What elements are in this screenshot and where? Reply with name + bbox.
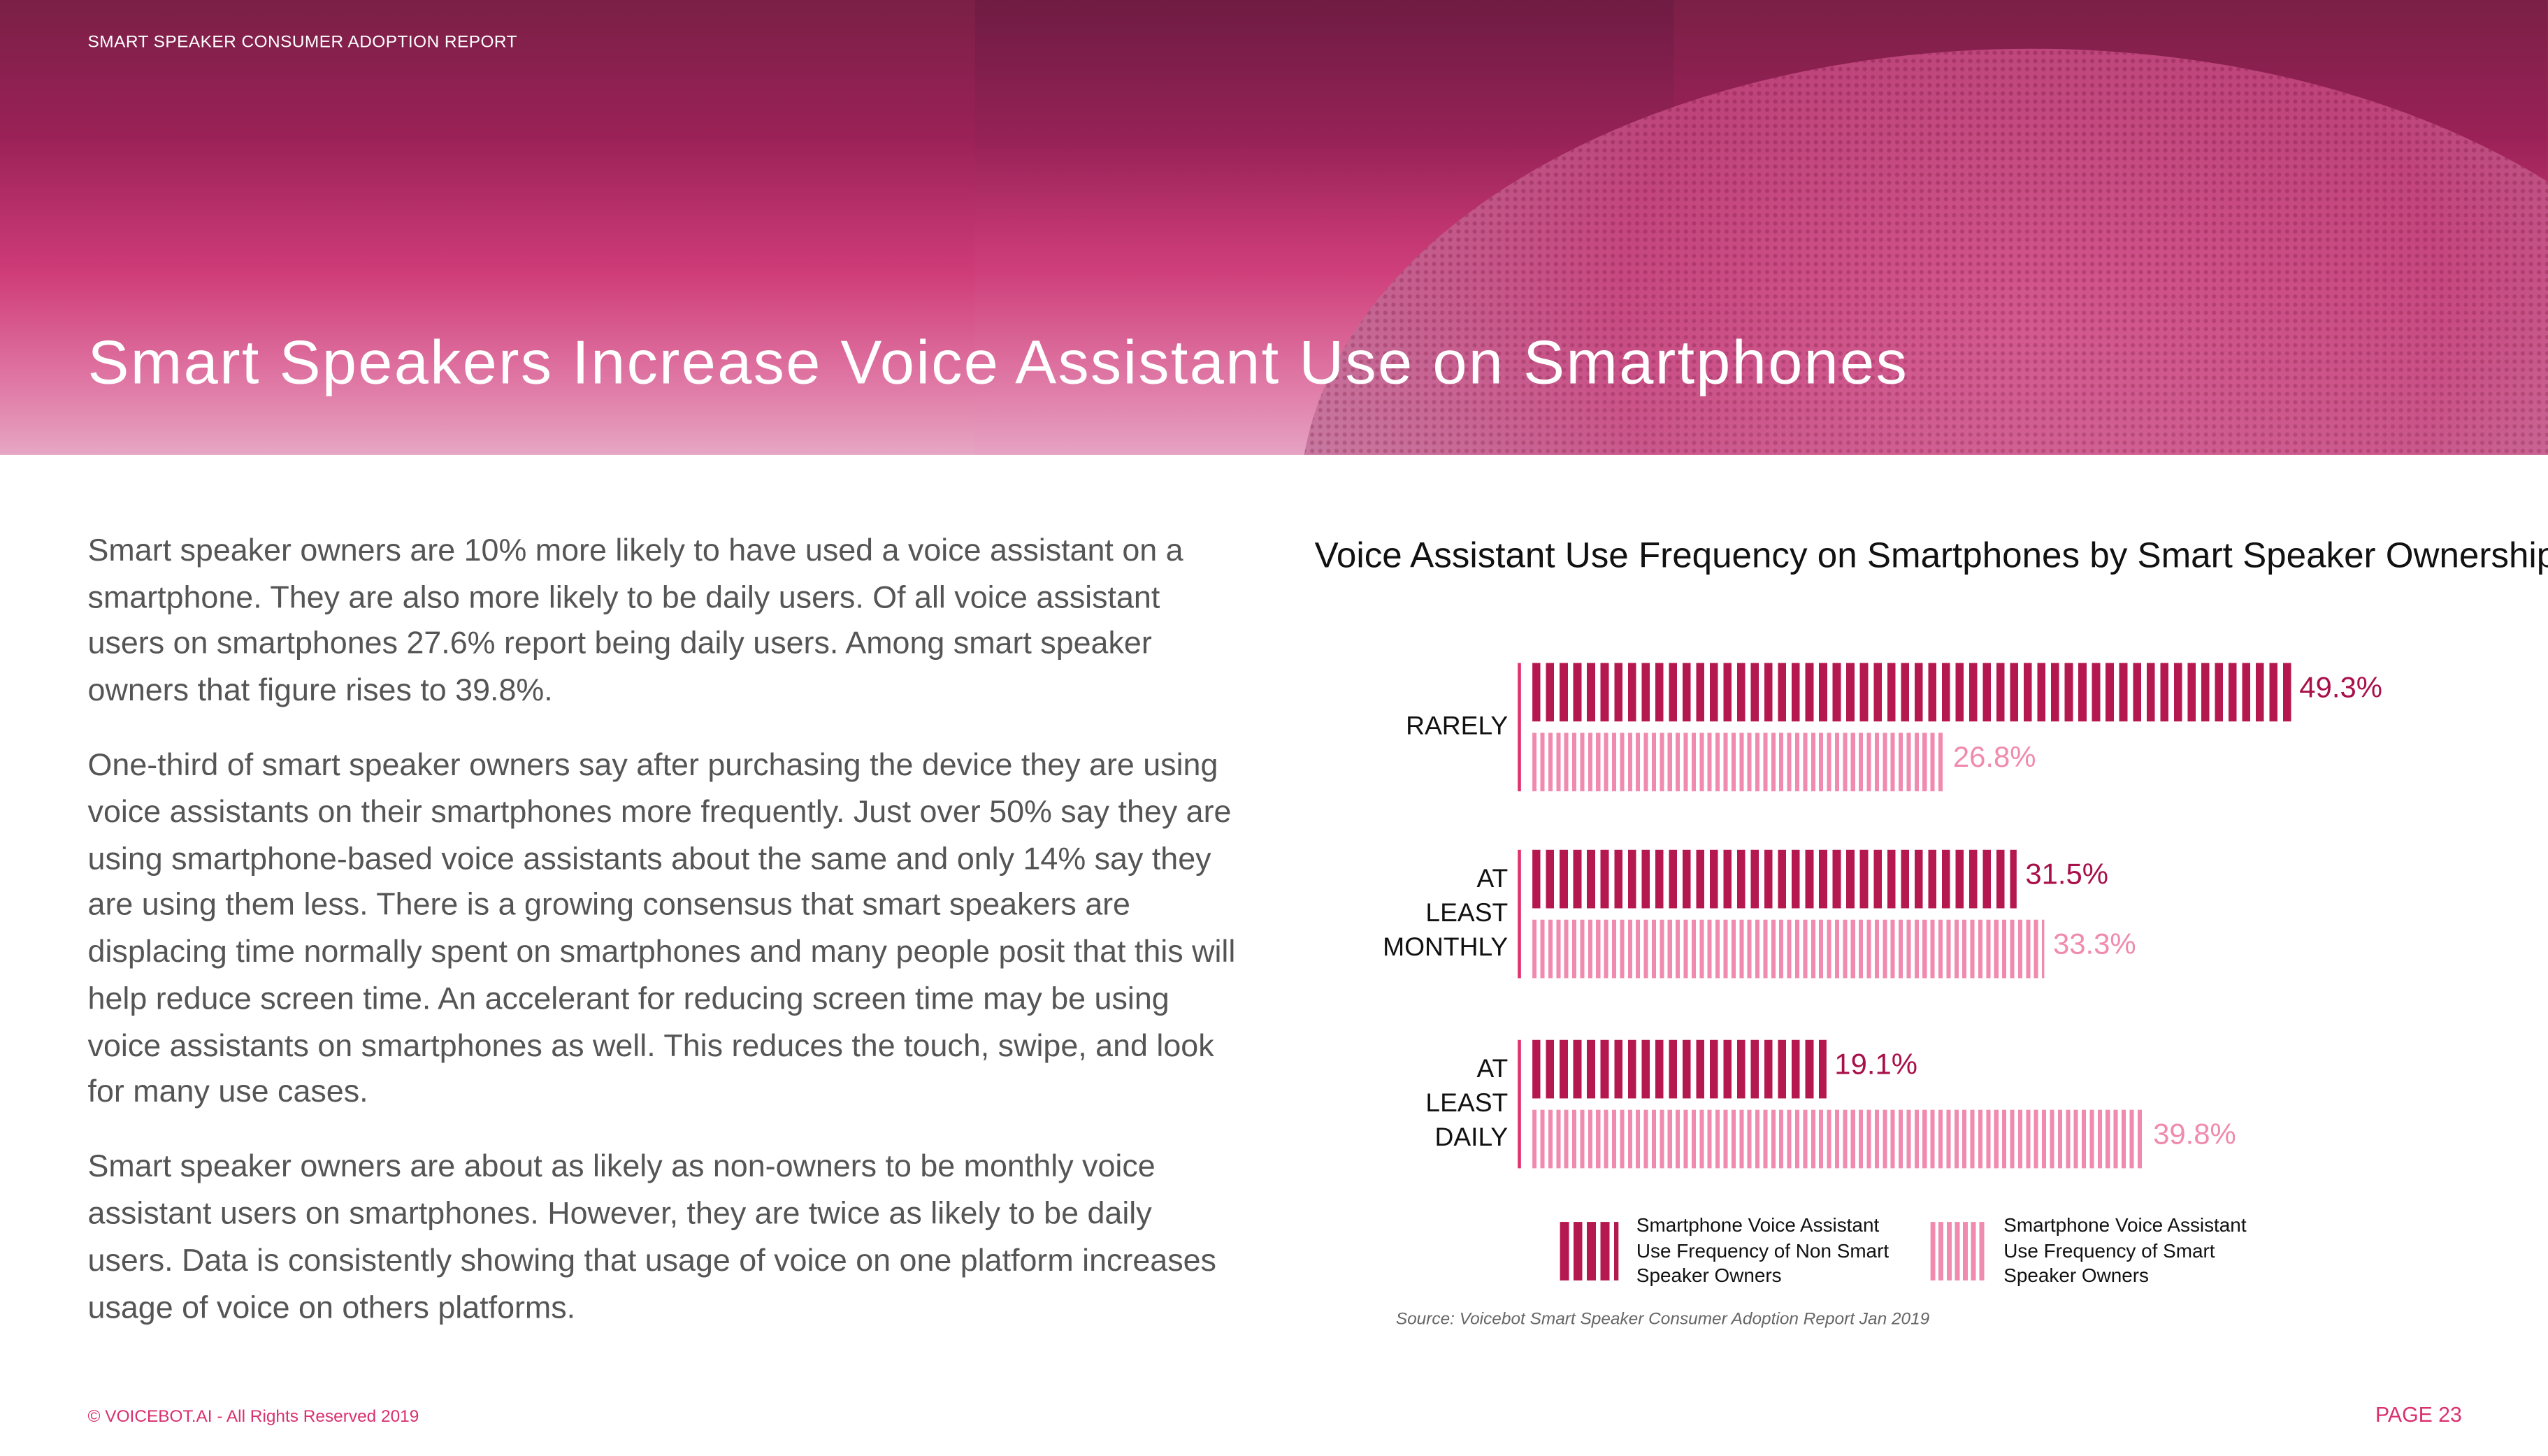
legend-swatch-non-owners xyxy=(1560,1222,1619,1281)
paragraph: One-third of smart speaker owners say af… xyxy=(87,749,1236,1111)
page-title: Smart Speakers Increase Voice Assistant … xyxy=(87,329,1909,398)
data-label: 19.1% xyxy=(1834,1048,1917,1081)
data-label: 26.8% xyxy=(1952,741,2036,774)
paragraph: Smart speaker owners are about as likely… xyxy=(87,1151,1216,1325)
legend-label-owners: Smartphone Voice Assistant Use Frequency … xyxy=(2003,1213,2247,1288)
category-axis-line xyxy=(1518,1039,1521,1169)
chart-source: Source: Voicebot Smart Speaker Consumer … xyxy=(1395,1309,1930,1329)
report-kicker: SMART SPEAKER CONSUMER ADOPTION REPORT xyxy=(87,32,517,52)
legend-label-non-owners: Smartphone Voice Assistant Use Frequency … xyxy=(1636,1213,1890,1288)
copyright: © VOICEBOT.AI - All Rights Reserved 2019 xyxy=(87,1407,419,1427)
bar-non-owners xyxy=(1532,1039,1827,1099)
page-number: PAGE 23 xyxy=(2375,1402,2462,1427)
bar-non-owners xyxy=(1532,663,2291,722)
data-label: 31.5% xyxy=(2025,858,2108,891)
body-text: Smart speaker owners are 10% more likely… xyxy=(88,530,1241,1362)
category-label: AT LEAST MONTHLY xyxy=(1383,865,1509,962)
legend-swatch-owners xyxy=(1930,1222,1986,1281)
data-label: 39.8% xyxy=(2153,1118,2236,1151)
category-axis-line xyxy=(1518,849,1521,979)
header-banner: SMART SPEAKER CONSUMER ADOPTION REPORT S… xyxy=(0,0,2548,455)
bar-smart-speaker-owners xyxy=(1532,1109,2145,1169)
category-axis-line xyxy=(1518,663,1521,792)
data-label: 49.3% xyxy=(2299,671,2382,704)
data-label: 33.3% xyxy=(2052,928,2136,960)
bar-smart-speaker-owners xyxy=(1532,733,1945,792)
category-label: AT LEAST DAILY xyxy=(1425,1055,1509,1151)
category-label: RARELY xyxy=(1406,712,1509,740)
bar-non-owners xyxy=(1532,849,2017,909)
paragraph: Smart speaker owners are 10% more likely… xyxy=(87,534,1183,709)
chart-title: Voice Assistant Use Frequency on Smartph… xyxy=(1314,534,2548,575)
bar-smart-speaker-owners xyxy=(1532,919,2045,979)
